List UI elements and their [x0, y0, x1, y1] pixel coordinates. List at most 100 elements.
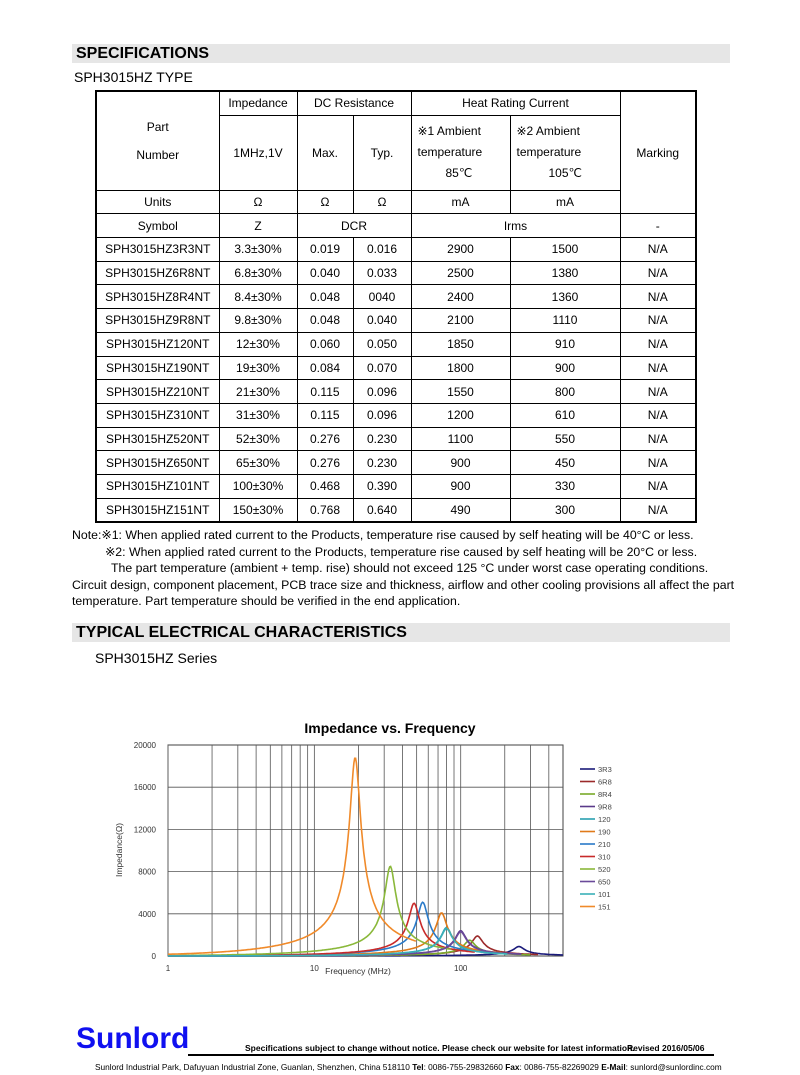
table-cell: 900	[410, 450, 511, 475]
table-cell: 1380	[509, 260, 621, 286]
table-cell: 300	[509, 497, 621, 523]
series-line-101	[168, 927, 508, 957]
table-row: SPH3015HZ101NT 100±30% 0.468 0.390 900 330 N/A	[95, 473, 697, 499]
table-cell: 1110	[509, 308, 621, 333]
unit-cell: mA	[509, 189, 621, 215]
table-cell: 1360	[509, 284, 621, 310]
table-cell: 0.230	[352, 450, 412, 475]
specifications-heading: SPECIFICATIONS	[72, 44, 730, 63]
table-cell: N/A	[619, 497, 697, 523]
table-cell: 0.115	[296, 402, 354, 428]
table-cell: 900	[410, 473, 511, 499]
impedance-chart: 0 4000 8000 12000 16000 20000 1 10 100 Impedance …	[114, 720, 612, 976]
revised-date: Revised 2016/05/06	[627, 1043, 705, 1053]
y-tick-label: 20000	[134, 741, 157, 750]
table-cell: N/A	[619, 402, 697, 428]
legend-label: 6R8	[598, 778, 612, 787]
typical-heading: TYPICAL ELECTRICAL CHARACTERISTICS	[72, 623, 730, 642]
table-cell: 1100	[410, 426, 511, 452]
table-cell: 0.096	[352, 379, 412, 404]
table-cell: 65±30%	[218, 450, 298, 475]
table-cell: SPH3015HZ101NT	[95, 473, 220, 499]
table-row: SPH3015HZ151NT 150±30% 0.768 0.640 490 300 N/A	[95, 497, 697, 523]
table-cell: 0.230	[352, 426, 412, 452]
table-cell: 0.016	[352, 237, 412, 262]
table-cell: 610	[509, 402, 621, 428]
table-row: SPH3015HZ3R3NT 3.3±30% 0.019 0.016 2900 1500 N…	[95, 237, 697, 262]
table-cell: 450	[509, 450, 621, 475]
table-cell: 0.048	[296, 284, 354, 310]
table-cell: 0.040	[352, 308, 412, 333]
y-tick-label: 0	[152, 952, 157, 961]
ambient-105-header: ※2 Ambient temperature 105℃	[509, 114, 621, 191]
table-cell: N/A	[619, 260, 697, 286]
table-cell: SPH3015HZ9R8NT	[95, 308, 220, 333]
note-5: temperature. Part temperature should be …	[72, 594, 461, 608]
typ-header: Typ.	[352, 114, 412, 191]
table-row: SPH3015HZ310NT 31±30% 0.115 0.096 1200 610 N/A	[95, 402, 697, 428]
table-cell: 0.276	[296, 450, 354, 475]
table-cell: 8.4±30%	[218, 284, 298, 310]
table-cell: 12±30%	[218, 331, 298, 357]
type-label: SPH3015HZ TYPE	[74, 69, 193, 85]
spec-table: Part Number Impedance DC Resistance Heat …	[95, 90, 697, 524]
table-row: SPH3015HZ8R4NT 8.4±30% 0.048 0040 2400 1360 N/…	[95, 284, 697, 310]
table-cell: 1550	[410, 379, 511, 404]
x-tick-label: 1	[166, 964, 171, 973]
table-cell: 21±30%	[218, 379, 298, 404]
legend-label: 101	[598, 890, 611, 899]
table-cell: 330	[509, 473, 621, 499]
table-cell: SPH3015HZ151NT	[95, 497, 220, 523]
table-cell: SPH3015HZ3R3NT	[95, 237, 220, 262]
chart-title: Impedance vs. Frequency	[304, 720, 475, 736]
table-cell: 0.070	[352, 355, 412, 381]
y-axis-label: Impedance(Ω)	[114, 823, 124, 877]
table-cell: 0.096	[352, 402, 412, 428]
table-cell: 6.8±30%	[218, 260, 298, 286]
table-cell: 550	[509, 426, 621, 452]
table-cell: 2100	[410, 308, 511, 333]
table-cell: 1800	[410, 355, 511, 381]
x-tick-label: 100	[454, 964, 468, 973]
heat-rating-header: Heat Rating Current	[410, 90, 621, 116]
table-cell: 0040	[352, 284, 412, 310]
table-cell: SPH3015HZ520NT	[95, 426, 220, 452]
symbol-label: Symbol	[95, 213, 220, 239]
table-cell: 1850	[410, 331, 511, 357]
note-4: Circuit design, component placement, PCB…	[72, 577, 735, 592]
table-row: SPH3015HZ650NT 65±30% 0.276 0.230 900 450 N/A	[95, 450, 697, 475]
note-1: Note:※1: When applied rated current to t…	[72, 528, 694, 542]
y-tick-label: 16000	[134, 783, 157, 792]
plot-area	[167, 744, 564, 957]
table-cell: N/A	[619, 331, 697, 357]
table-cell: 0.115	[296, 379, 354, 404]
table-cell: 0.390	[352, 473, 412, 499]
table-cell: N/A	[619, 473, 697, 499]
symbol-cell: Irms	[410, 213, 621, 239]
sunlord-logo: Sunlord	[76, 1022, 190, 1055]
legend-label: 151	[598, 903, 611, 912]
table-cell: 800	[509, 379, 621, 404]
table-cell: 910	[509, 331, 621, 357]
table-cell: 19±30%	[218, 355, 298, 381]
impedance-condition: 1MHz,1V	[218, 114, 298, 191]
note-3: The part temperature (ambient + temp. ri…	[111, 561, 709, 575]
table-cell: SPH3015HZ120NT	[95, 331, 220, 357]
table-cell: 0.768	[296, 497, 354, 523]
notes: Note:※1: When applied rated current to t…	[72, 527, 735, 610]
legend-label: 210	[598, 840, 611, 849]
table-cell: 52±30%	[218, 426, 298, 452]
table-cell: N/A	[619, 237, 697, 262]
table-cell: 0.048	[296, 308, 354, 333]
legend-label: 120	[598, 815, 611, 824]
table-cell: 1500	[509, 237, 621, 262]
max-header: Max.	[296, 114, 354, 191]
symbol-cell: DCR	[296, 213, 412, 239]
table-cell: N/A	[619, 450, 697, 475]
table-cell: 31±30%	[218, 402, 298, 428]
unit-cell: Ω	[218, 189, 298, 215]
table-cell: N/A	[619, 284, 697, 310]
series-line-520	[168, 865, 452, 957]
legend-label: 520	[598, 865, 611, 874]
